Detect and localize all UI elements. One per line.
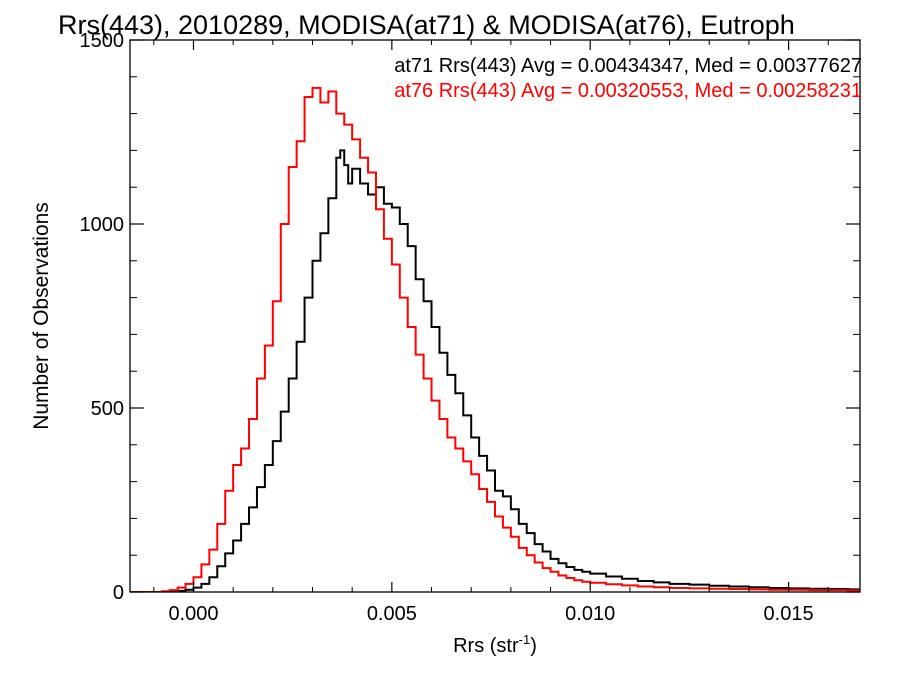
x-tick-label-3: 0.015 bbox=[764, 603, 814, 625]
histogram-series-1 bbox=[130, 86, 860, 592]
plot-frame bbox=[129, 39, 861, 593]
y-tick-label-3: 1500 bbox=[80, 30, 125, 52]
y-tick-label-2: 1000 bbox=[80, 214, 125, 236]
x-axis-label-end: ) bbox=[530, 635, 537, 657]
x-tick-label-0: 0.000 bbox=[168, 603, 218, 625]
x-tick-label-2: 0.010 bbox=[565, 603, 615, 625]
chart-title: Rrs(443), 2010289, MODISA(at71) & MODISA… bbox=[58, 10, 795, 40]
series-layer bbox=[130, 86, 860, 592]
x-axis-label-main: Rrs (str bbox=[453, 635, 519, 657]
y-axis-label: Number of Observations bbox=[30, 202, 53, 430]
tick-layer: 0.000 0.005 0.010 0.015 0 500 1000 1500 bbox=[80, 30, 860, 625]
y-tick-label-0: 0 bbox=[113, 582, 124, 604]
x-axis-label-sup: -1 bbox=[519, 632, 531, 647]
histogram-series-0 bbox=[130, 149, 860, 592]
annotation-at76-stats: at76 Rrs(443) Avg = 0.00320553, Med = 0.… bbox=[394, 80, 862, 102]
x-axis-label: Rrs (str-1) bbox=[453, 632, 537, 657]
plot-area: 0.000 0.005 0.010 0.015 0 500 1000 1500 bbox=[80, 30, 861, 625]
annotation-layer: at71 Rrs(443) Avg = 0.00434347, Med = 0.… bbox=[394, 55, 862, 102]
x-tick-label-1: 0.005 bbox=[367, 603, 417, 625]
annotation-at71-stats: at71 Rrs(443) Avg = 0.00434347, Med = 0.… bbox=[394, 55, 862, 77]
y-tick-label-1: 500 bbox=[91, 398, 124, 420]
